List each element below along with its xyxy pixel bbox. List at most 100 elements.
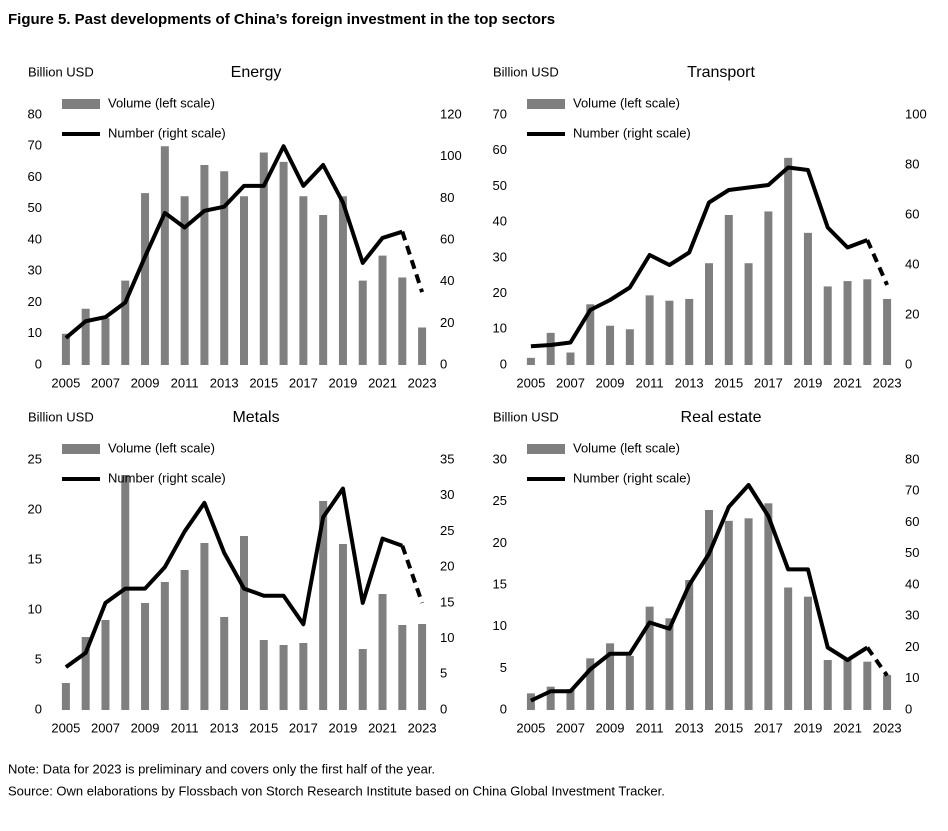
panel-title: Energy <box>231 64 282 81</box>
y2-tick-label: 20 <box>440 559 454 574</box>
y-tick-label: 30 <box>493 451 507 466</box>
y2-tick-label: 25 <box>440 523 454 538</box>
y-tick-label: 60 <box>493 142 507 157</box>
x-tick-label: 2017 <box>289 375 318 390</box>
x-tick-label: 2007 <box>556 375 585 390</box>
bar <box>526 357 535 365</box>
line-preliminary <box>400 545 424 604</box>
y2-tick-label: 80 <box>905 451 919 466</box>
y-tick-label: 50 <box>28 200 42 215</box>
y2-tick-label: 100 <box>905 106 927 121</box>
bar <box>625 655 634 710</box>
x-tick-label: 2005 <box>516 720 545 735</box>
bar <box>883 675 892 710</box>
x-tick-label: 2009 <box>596 720 625 735</box>
y2-tick-label: 20 <box>905 639 919 654</box>
y-tick-label: 25 <box>28 451 42 466</box>
y2-tick-label: 20 <box>440 315 454 330</box>
y-tick-label: 15 <box>493 576 507 591</box>
y-tick-label: 10 <box>493 618 507 633</box>
bar <box>358 649 367 710</box>
line <box>64 486 403 669</box>
bar <box>101 318 110 365</box>
bar <box>319 215 328 365</box>
y2-tick-label: 100 <box>440 148 462 163</box>
bar <box>883 298 892 365</box>
x-tick-label: 2015 <box>714 720 743 735</box>
legend-label: Volume (left scale) <box>573 440 680 455</box>
bar <box>220 617 229 710</box>
bar <box>764 211 773 365</box>
x-tick-label: 2017 <box>289 720 318 735</box>
y-tick-label: 20 <box>28 294 42 309</box>
y-tick-label: 50 <box>493 178 507 193</box>
y-tick-label: 25 <box>493 493 507 508</box>
panel: Energy Billion USD 0 10 20 30 40 50 60 70 80 0 20 40 6… <box>28 64 462 390</box>
y2-tick-label: 0 <box>905 701 912 716</box>
y-tick-label: 20 <box>28 501 42 516</box>
y-tick-label: 70 <box>28 138 42 153</box>
bar <box>744 263 753 365</box>
bar <box>259 640 268 710</box>
source: Source: Own elaborations by Flossbach vo… <box>8 783 665 798</box>
y2-tick-label: 120 <box>440 106 462 121</box>
line-preliminary <box>400 231 425 293</box>
y-tick-label: 30 <box>28 263 42 278</box>
bar <box>665 618 674 710</box>
x-tick-label: 2019 <box>328 375 357 390</box>
line <box>64 144 403 340</box>
x-tick-label: 2011 <box>636 375 664 390</box>
x-tick-label: 2021 <box>833 375 862 390</box>
y2-tick-label: 0 <box>905 356 912 371</box>
bar <box>586 304 595 365</box>
bar <box>546 686 555 710</box>
bar <box>645 606 654 710</box>
x-tick-label: 2011 <box>636 720 664 735</box>
y-tick-label: 30 <box>493 249 507 264</box>
x-tick-label: 2023 <box>873 720 902 735</box>
bar <box>764 503 773 710</box>
x-tick-label: 2021 <box>368 720 397 735</box>
y2-tick-label: 70 <box>905 483 919 498</box>
panel: Real estate Billion USD 0 5 10 15 20 25 30 0 10 20 3… <box>493 409 920 735</box>
y-axis-label: Billion USD <box>28 64 94 79</box>
bar <box>81 308 90 365</box>
bar <box>200 543 209 710</box>
legend-swatch <box>62 99 100 109</box>
y-tick-label: 5 <box>500 660 507 675</box>
bar <box>823 660 832 710</box>
x-tick-label: 2021 <box>368 375 397 390</box>
bar <box>843 281 852 365</box>
bar <box>784 587 793 710</box>
y-tick-label: 5 <box>35 651 42 666</box>
y2-tick-label: 40 <box>905 576 919 591</box>
x-tick-label: 2021 <box>833 720 862 735</box>
y2-tick-label: 5 <box>440 666 447 681</box>
x-tick-label: 2007 <box>91 720 120 735</box>
bar <box>398 625 407 710</box>
x-tick-label: 2023 <box>873 375 902 390</box>
y-tick-label: 80 <box>28 106 42 121</box>
bar <box>220 171 229 365</box>
bar <box>81 637 90 710</box>
bar <box>299 643 308 710</box>
x-tick-label: 2015 <box>714 375 743 390</box>
y-axis-label: Billion USD <box>493 64 559 79</box>
y2-tick-label: 40 <box>440 273 454 288</box>
legend-label: Volume (left scale) <box>108 440 215 455</box>
y2-tick-label: 80 <box>440 190 454 205</box>
bar <box>240 196 248 365</box>
x-tick-label: 2011 <box>171 720 199 735</box>
y2-tick-label: 20 <box>905 306 919 321</box>
bar <box>645 295 654 365</box>
x-tick-label: 2017 <box>754 375 783 390</box>
legend-swatch <box>527 99 565 109</box>
y2-tick-label: 35 <box>440 451 454 466</box>
bar <box>338 544 347 710</box>
x-tick-label: 2015 <box>249 375 278 390</box>
bar <box>319 501 328 710</box>
y-tick-label: 0 <box>35 356 42 371</box>
y2-tick-label: 40 <box>905 256 919 271</box>
y-tick-label: 70 <box>493 106 507 121</box>
